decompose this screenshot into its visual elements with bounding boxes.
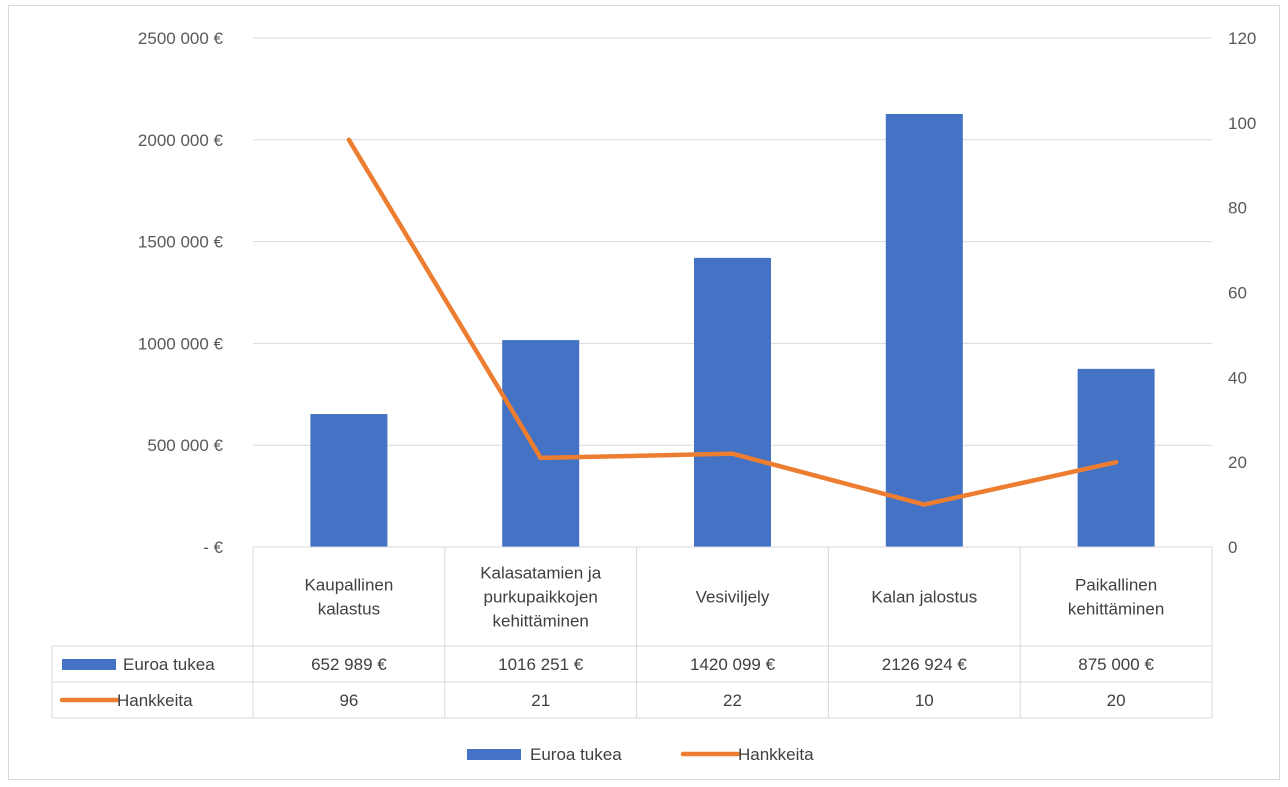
bar-euroa-tukea: [694, 257, 771, 547]
y-left-tick-label: 2000 000 €: [138, 131, 224, 150]
category-label: kehittäminen: [493, 612, 589, 631]
table-cell-value: 1420 099 €: [690, 655, 776, 674]
y-right-tick-label: 40: [1228, 368, 1247, 387]
bar-euroa-tukea: [310, 414, 388, 547]
category-label: purkupaikkojen: [484, 588, 598, 607]
bar-euroa-tukea: [502, 340, 580, 547]
legend-label: Hankkeita: [738, 745, 814, 764]
y-right-tick-label: 80: [1228, 199, 1247, 218]
legend-key-bar: [467, 749, 521, 760]
table-row-label: Euroa tukea: [123, 655, 215, 674]
category-label: Kalasatamien ja: [480, 564, 602, 583]
y-left-tick-label: - €: [203, 538, 223, 557]
legend-label: Euroa tukea: [530, 745, 622, 764]
bar-euroa-tukea: [1077, 368, 1155, 547]
y-right-tick-label: 0: [1228, 538, 1237, 557]
category-label: kalastus: [318, 600, 380, 619]
table-cell-value: 22: [723, 691, 742, 710]
table-cell-value: 21: [531, 691, 550, 710]
table-key-bar: [62, 659, 116, 670]
table-cell-value: 20: [1107, 691, 1126, 710]
bar-euroa-tukea: [885, 113, 963, 547]
chart-frame: [8, 5, 1280, 780]
y-right-tick-label: 20: [1228, 453, 1247, 472]
y-right-tick-label: 100: [1228, 114, 1256, 133]
table-cell-value: 875 000 €: [1078, 655, 1154, 674]
y-right-tick-label: 120: [1228, 29, 1256, 48]
table-cell-value: 10: [915, 691, 934, 710]
y-right-tick-label: 60: [1228, 284, 1247, 303]
category-label: Kaupallinen: [304, 576, 393, 595]
y-left-tick-label: 2500 000 €: [138, 29, 224, 48]
category-label: Paikallinen: [1075, 576, 1157, 595]
table-cell-value: 1016 251 €: [498, 655, 584, 674]
category-label: Vesiviljely: [696, 588, 770, 607]
y-left-tick-label: 1000 000 €: [138, 334, 224, 353]
table-cell-value: 2126 924 €: [882, 655, 968, 674]
table-cell-value: 96: [339, 691, 358, 710]
y-left-tick-label: 1500 000 €: [138, 233, 224, 252]
table-cell-value: 652 989 €: [311, 655, 387, 674]
table-row-label: Hankkeita: [117, 691, 193, 710]
category-label: Kalan jalostus: [871, 588, 977, 607]
y-left-tick-label: 500 000 €: [147, 436, 223, 455]
category-label: kehittäminen: [1068, 600, 1164, 619]
